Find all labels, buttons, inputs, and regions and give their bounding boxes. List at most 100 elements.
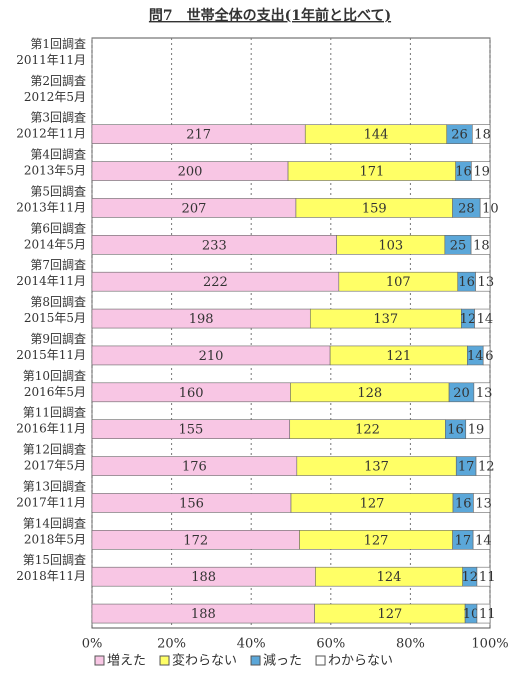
data-label: 144 [364, 128, 389, 143]
y-tick-label: 第12回調査 [23, 443, 86, 457]
y-tick-label: 2013年5月 [24, 164, 86, 178]
data-label: 13 [475, 496, 492, 511]
y-tick-label: 第15回調査 [23, 553, 86, 567]
data-label: 217 [186, 128, 211, 143]
y-tick-label: 第9回調査 [30, 332, 86, 346]
data-label: 172 [183, 533, 208, 548]
y-tick-label: 第3回調査 [30, 111, 86, 125]
y-tick-label: 2017年11月 [16, 495, 86, 509]
data-label: 14 [477, 312, 494, 327]
data-label: 207 [182, 201, 207, 216]
data-label: 13 [476, 386, 493, 401]
data-label: 127 [377, 607, 402, 622]
y-tick-label: 第4回調査 [30, 148, 86, 162]
bar-segment [470, 235, 491, 255]
data-label: 137 [364, 460, 389, 475]
legend-label: 増えた [107, 654, 146, 669]
data-label: 11 [479, 607, 496, 622]
data-label: 137 [373, 312, 398, 327]
bar-segment [472, 124, 491, 144]
data-label: 19 [468, 423, 485, 438]
data-label: 103 [378, 238, 403, 253]
y-tick-label: 2014年11月 [16, 274, 86, 288]
y-tick-label: 第5回調査 [30, 184, 86, 198]
y-tick-label: 2016年11月 [16, 422, 86, 436]
legend-swatch [159, 655, 170, 666]
data-label: 17 [455, 533, 472, 548]
data-label: 198 [189, 312, 214, 327]
y-tick-label: 第10回調査 [23, 369, 86, 383]
data-label: 156 [179, 496, 204, 511]
data-label: 155 [178, 423, 203, 438]
data-label: 28 [458, 201, 475, 216]
data-label: 124 [377, 570, 402, 585]
bar-segment [473, 493, 491, 513]
data-label: 26 [451, 128, 468, 143]
y-tick-label: 第14回調査 [23, 516, 86, 530]
legend-label: 減った [263, 653, 302, 669]
data-label: 12 [478, 460, 495, 475]
bar-segment [479, 198, 491, 218]
y-tick-label: 第6回調査 [30, 221, 86, 235]
data-label: 122 [355, 423, 380, 438]
data-label: 17 [458, 460, 475, 475]
data-label: 171 [359, 165, 384, 180]
bar-segment [472, 530, 491, 550]
data-label: 12 [462, 570, 479, 585]
data-label: 210 [199, 349, 224, 364]
data-label: 16 [447, 423, 464, 438]
y-tick-label: 2015年5月 [24, 311, 86, 325]
bar-segment [475, 456, 491, 476]
x-tick-label: 0% [82, 637, 103, 652]
y-tick-label: 2016年5月 [24, 385, 86, 399]
legend-swatch [94, 655, 105, 666]
data-label: 160 [179, 386, 204, 401]
legend-swatch [315, 655, 326, 666]
legend-label: 変わらない [172, 653, 237, 669]
data-label: 107 [386, 275, 411, 290]
y-tick-label: 第1回調査 [30, 37, 86, 51]
bar-segment [476, 566, 491, 587]
data-label: 12 [460, 312, 477, 327]
x-tick-label: 100% [471, 637, 508, 652]
y-tick-label: 2018年11月 [16, 569, 86, 583]
bar-segment [475, 271, 491, 292]
bar-segment [474, 308, 491, 329]
data-label: 127 [360, 496, 385, 511]
chart-title: 問7 世帯全体の支出(1年前と比べて) [149, 7, 391, 24]
data-label: 233 [202, 238, 227, 253]
data-label: 19 [473, 165, 490, 180]
bar-segment [482, 345, 491, 366]
data-label: 14 [475, 533, 492, 548]
y-tick-label: 第7回調査 [30, 258, 86, 272]
y-tick-label: 2011年11月 [16, 53, 86, 67]
bar-segment [471, 161, 491, 181]
data-label: 18 [474, 128, 491, 143]
y-tick-label: 第11回調査 [23, 406, 86, 420]
data-label: 200 [178, 165, 203, 180]
data-label: 25 [450, 238, 467, 253]
y-tick-label: 2015年11月 [16, 348, 86, 362]
data-label: 188 [191, 570, 216, 585]
y-tick-label: 2014年5月 [24, 237, 86, 251]
data-label: 127 [364, 533, 389, 548]
data-label: 128 [357, 386, 382, 401]
y-tick-label: 2013年11月 [16, 200, 86, 214]
data-label: 11 [479, 570, 496, 585]
y-tick-label: 第2回調査 [30, 74, 86, 88]
data-label: 159 [362, 201, 387, 216]
data-label: 188 [191, 607, 216, 622]
data-label: 10 [463, 607, 480, 622]
data-label: 14 [467, 349, 484, 364]
data-label: 176 [182, 460, 207, 475]
data-label: 16 [455, 496, 472, 511]
data-label: 16 [458, 275, 475, 290]
legend-swatch [250, 655, 261, 666]
data-label: 6 [485, 349, 493, 364]
legend-label: わからない [328, 654, 393, 669]
x-tick-label: 40% [237, 637, 266, 652]
data-label: 121 [386, 349, 411, 364]
bar-segment [476, 603, 491, 624]
y-tick-label: 第13回調査 [23, 479, 86, 493]
